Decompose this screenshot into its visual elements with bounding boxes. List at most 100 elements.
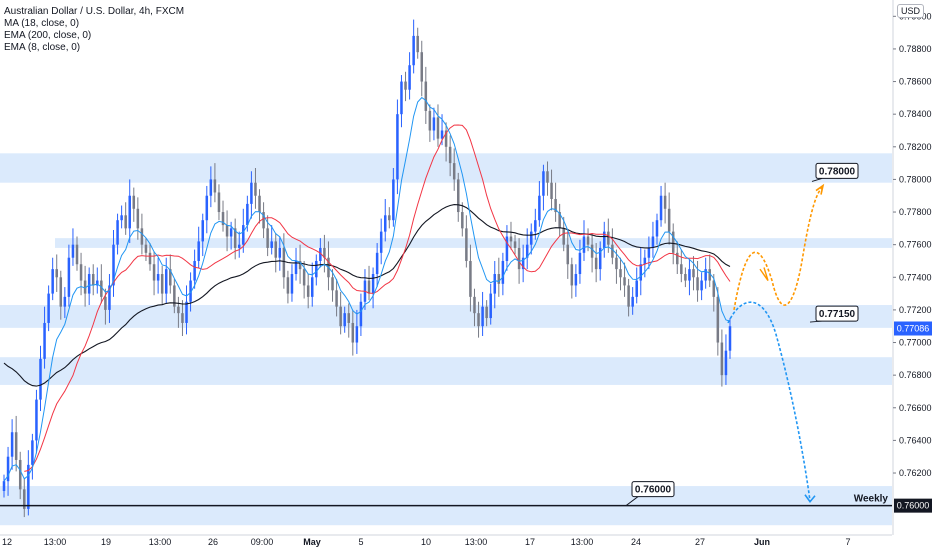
candle-body xyxy=(164,269,168,294)
candle-body xyxy=(716,296,720,343)
candle-body xyxy=(708,269,711,281)
candle-body xyxy=(193,260,196,281)
candle-body xyxy=(667,208,671,232)
callout-box[interactable] xyxy=(631,481,675,498)
candle-body xyxy=(562,228,565,245)
candle-body xyxy=(586,236,590,245)
projection-paths xyxy=(727,183,825,504)
candle-body xyxy=(237,244,241,248)
candle-body xyxy=(140,228,144,245)
candle-body xyxy=(566,244,570,265)
sr-zone xyxy=(0,305,892,328)
candle-body xyxy=(27,464,30,509)
candle-body xyxy=(169,269,172,286)
candle-body xyxy=(31,440,34,465)
candle-body xyxy=(485,306,488,319)
candle-body xyxy=(63,296,67,307)
candle-body xyxy=(651,236,655,248)
candle-body xyxy=(396,114,399,180)
y-tick-label: 0.77200 xyxy=(899,305,932,315)
candle-body xyxy=(246,203,249,226)
y-tick-label: 0.77000 xyxy=(899,338,932,348)
candle-body xyxy=(217,192,221,213)
candle-body xyxy=(47,293,50,323)
candle-body xyxy=(647,247,651,258)
weekly-label: Weekly xyxy=(854,494,889,505)
x-tick-label: Jun xyxy=(754,537,770,547)
callout-box[interactable] xyxy=(815,305,859,322)
candle-body xyxy=(412,35,415,66)
candle-body xyxy=(554,198,557,213)
currency-badge[interactable]: USD xyxy=(896,4,924,18)
candle-body xyxy=(392,179,395,221)
legend-ema200[interactable]: EMA (200, close, 0) xyxy=(4,30,92,41)
candle-body xyxy=(590,244,594,258)
y-tick-label: 0.78000 xyxy=(899,174,932,184)
candle-body xyxy=(100,280,103,297)
candle-body xyxy=(501,260,505,284)
candle-body xyxy=(700,280,703,291)
candle-body xyxy=(728,326,732,351)
candle-body xyxy=(530,231,533,245)
x-tick-label: 09:00 xyxy=(251,537,274,547)
candle-body xyxy=(643,257,647,265)
candle-body xyxy=(574,274,578,286)
candle-body xyxy=(461,212,464,229)
x-tick-label: 24 xyxy=(631,537,641,547)
y-tick-label: 0.78200 xyxy=(899,142,932,152)
candle-body xyxy=(343,313,346,327)
bearish-projection xyxy=(727,301,811,501)
candle-body xyxy=(404,81,407,90)
y-tick-label: 0.78600 xyxy=(899,77,932,87)
candle-body xyxy=(355,326,359,343)
weekly-price-label: 0.76000 xyxy=(897,501,930,511)
candle-body xyxy=(639,264,643,281)
candle-body xyxy=(570,264,574,286)
legend-ma18[interactable]: MA (18, close, 0) xyxy=(4,18,80,29)
candle-body xyxy=(144,244,148,253)
candle-body xyxy=(197,241,200,261)
candle-body xyxy=(692,269,695,278)
candle-body xyxy=(444,130,448,147)
candle-body xyxy=(550,182,553,199)
candle-body xyxy=(278,247,282,258)
candle-body xyxy=(39,358,42,400)
candle-body xyxy=(388,215,391,221)
candle-body xyxy=(623,277,626,286)
candle-body xyxy=(607,231,610,245)
candle-body xyxy=(469,260,472,297)
candle-body xyxy=(116,220,119,245)
candle-body xyxy=(546,171,549,183)
candle-body xyxy=(302,269,306,286)
candle-body xyxy=(177,306,180,314)
callout-box[interactable] xyxy=(815,162,859,179)
candle-body xyxy=(266,228,269,248)
y-tick-label: 0.76600 xyxy=(899,403,932,413)
candle-body xyxy=(173,285,176,307)
candle-body xyxy=(611,244,614,258)
x-tick-label: 7 xyxy=(845,537,850,547)
bullish-mid-arrow xyxy=(759,267,769,281)
candle-body xyxy=(79,264,83,281)
candle-body xyxy=(400,81,403,115)
candle-body xyxy=(124,215,127,229)
candle-body xyxy=(83,280,87,294)
candle-body xyxy=(598,247,602,270)
candle-body xyxy=(306,285,310,297)
candle-body xyxy=(75,244,79,265)
x-tick-label: 26 xyxy=(208,537,218,547)
legend-ema8[interactable]: EMA (8, close, 0) xyxy=(4,42,81,53)
candle-body xyxy=(112,244,115,286)
candle-body xyxy=(724,350,728,376)
candle-body xyxy=(521,257,525,270)
candle-body xyxy=(424,81,428,111)
x-tick-label: 13:00 xyxy=(571,537,594,547)
indicator-lines: Weekly xyxy=(0,96,892,507)
candle-body xyxy=(688,269,691,281)
ma18-line xyxy=(24,124,731,472)
candle-body xyxy=(160,274,164,294)
candle-body xyxy=(676,252,679,265)
candle-body xyxy=(51,269,54,294)
